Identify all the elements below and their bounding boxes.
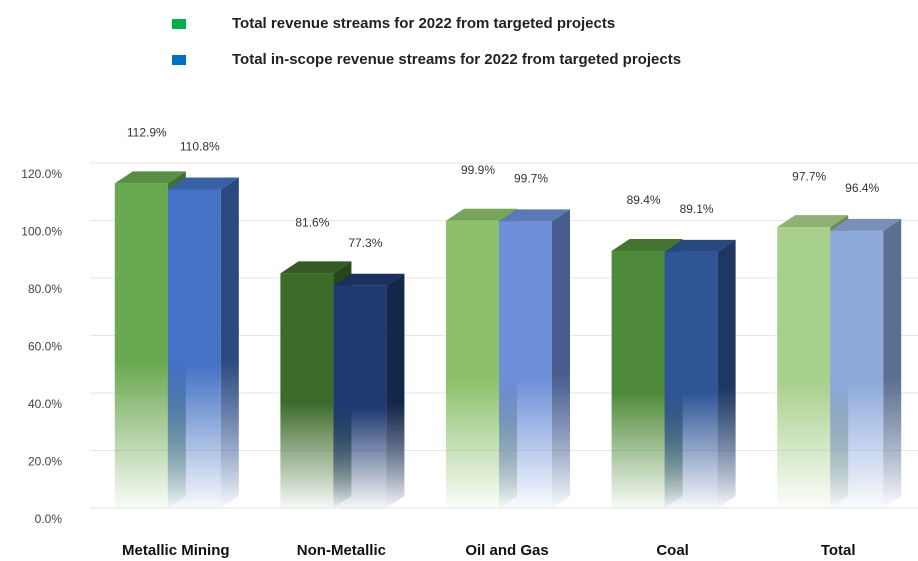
bar-top bbox=[114, 171, 186, 184]
bar-top-shade bbox=[664, 239, 736, 252]
bar-front bbox=[280, 273, 334, 508]
y-tick-label: 60.0% bbox=[28, 340, 62, 354]
bar-top-shade bbox=[830, 218, 902, 231]
data-label: 77.3% bbox=[348, 236, 382, 250]
bar-top bbox=[167, 177, 239, 190]
bar-side-shade bbox=[883, 218, 902, 508]
bar-top-shade bbox=[114, 171, 186, 184]
bar bbox=[499, 209, 570, 509]
y-tick-label: 0.0% bbox=[35, 512, 63, 526]
bar-top-shade bbox=[333, 273, 405, 286]
bar-front bbox=[830, 230, 884, 508]
y-tick-label: 120.0% bbox=[21, 167, 62, 181]
data-label: 112.9% bbox=[127, 126, 167, 140]
bar-top-shade bbox=[446, 208, 517, 221]
bar-top bbox=[280, 261, 352, 274]
bar-top-shade bbox=[280, 261, 352, 274]
bar-top bbox=[830, 218, 902, 231]
data-label: 96.4% bbox=[845, 181, 879, 195]
legend-label: Total revenue streams for 2022 from targ… bbox=[232, 15, 615, 32]
y-tick-label: 20.0% bbox=[28, 455, 62, 469]
y-tick-label: 80.0% bbox=[28, 282, 62, 296]
legend-marker bbox=[172, 19, 186, 29]
bar bbox=[664, 239, 736, 508]
bar-front bbox=[167, 189, 221, 508]
bar-top bbox=[333, 273, 405, 286]
bar-top-shade bbox=[777, 215, 849, 228]
data-label: 89.1% bbox=[680, 202, 714, 216]
bar bbox=[333, 273, 405, 508]
bar-top-shade bbox=[611, 238, 683, 251]
bar-top bbox=[446, 208, 517, 221]
y-tick-label: 100.0% bbox=[21, 225, 62, 239]
bar-side-shade bbox=[552, 209, 570, 509]
legend-label: Total in-scope revenue streams for 2022 … bbox=[232, 51, 681, 68]
x-tick-label: Oil and Gas bbox=[465, 542, 548, 559]
data-label: 97.7% bbox=[792, 169, 826, 183]
bar-front bbox=[446, 220, 499, 508]
bar-side-shade bbox=[717, 239, 736, 508]
legend-marker bbox=[172, 55, 186, 65]
x-tick-label: Coal bbox=[656, 542, 689, 559]
bar-top-shade bbox=[167, 177, 239, 190]
bar-top bbox=[499, 209, 570, 222]
bar-front bbox=[114, 183, 168, 508]
data-label: 110.8% bbox=[180, 140, 220, 154]
bar-front bbox=[777, 227, 831, 509]
x-tick-label: Total bbox=[821, 542, 856, 559]
bar-top bbox=[777, 215, 849, 228]
bar bbox=[830, 218, 902, 508]
data-label: 99.9% bbox=[461, 163, 495, 177]
bar-front bbox=[664, 251, 718, 508]
bar-front bbox=[333, 285, 387, 508]
bar-front bbox=[499, 221, 552, 509]
bar-side-shade bbox=[220, 177, 239, 508]
bar-side-shade bbox=[386, 273, 405, 508]
bar-top bbox=[611, 238, 683, 251]
data-label: 89.4% bbox=[627, 193, 661, 207]
bar bbox=[167, 177, 239, 508]
data-label: 99.7% bbox=[514, 172, 548, 186]
x-tick-label: Metallic Mining bbox=[122, 542, 230, 559]
bar-top bbox=[664, 239, 736, 252]
x-tick-label: Non-Metallic bbox=[297, 542, 386, 559]
bar-top-shade bbox=[499, 209, 570, 222]
y-tick-label: 40.0% bbox=[28, 397, 62, 411]
data-label: 81.6% bbox=[295, 216, 329, 230]
bar-front bbox=[611, 250, 665, 508]
